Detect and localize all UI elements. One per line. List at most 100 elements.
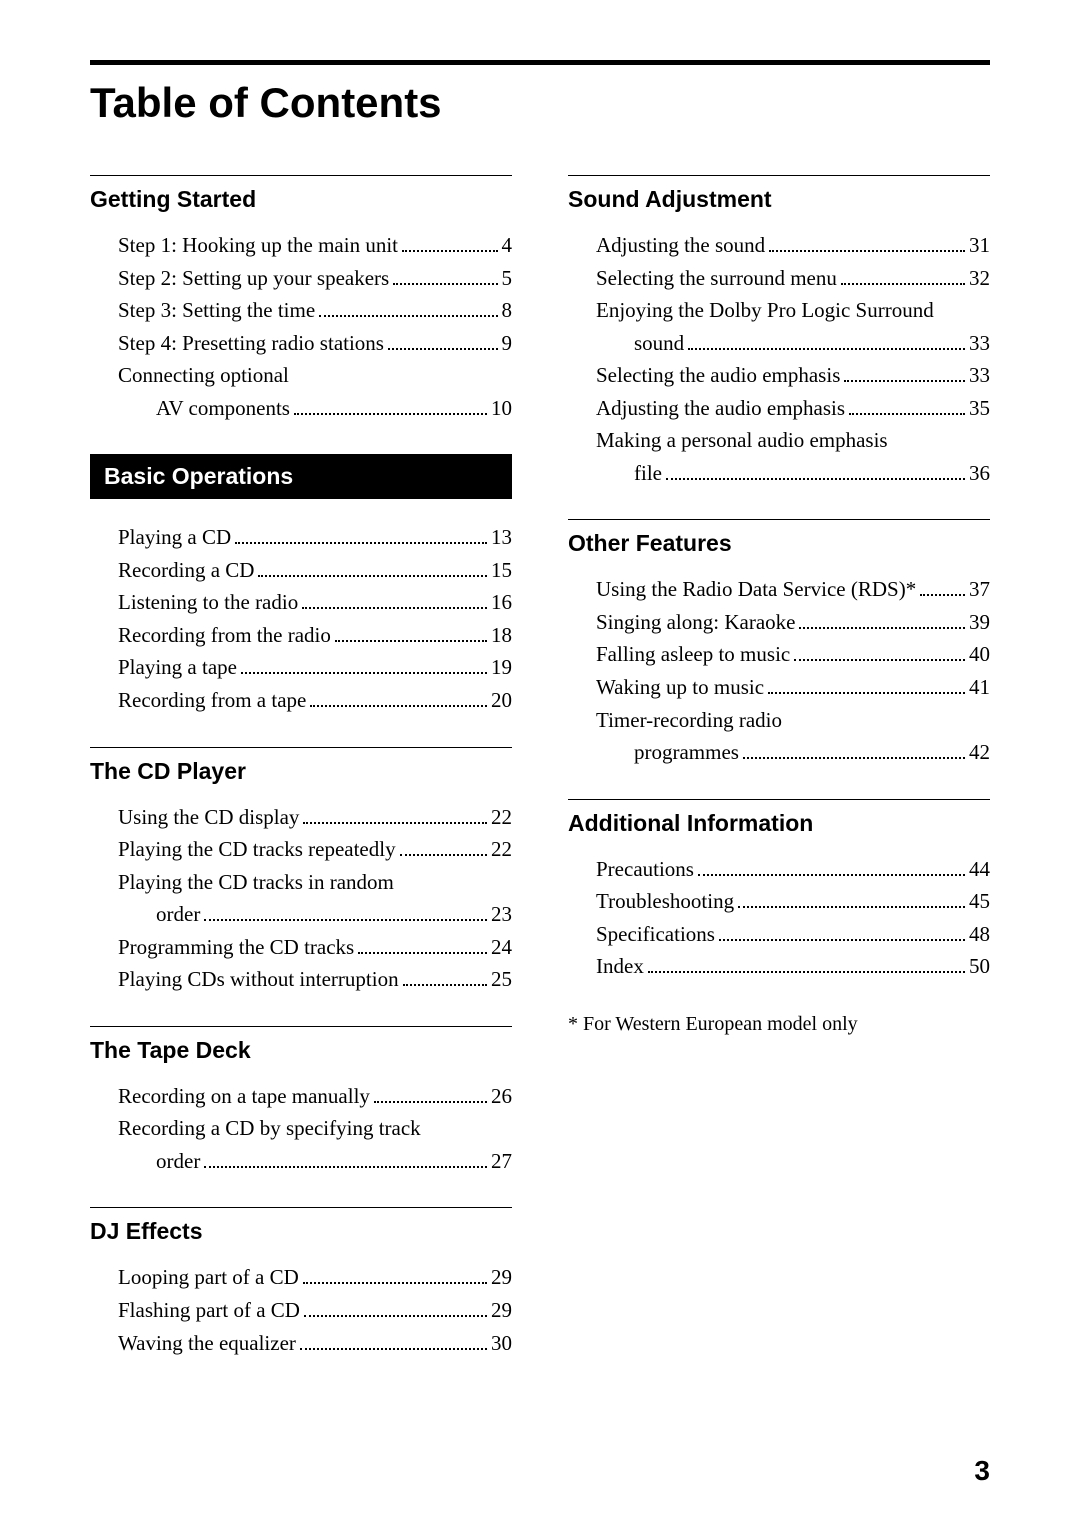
entry-label: Step 3: Setting the time [118,294,315,327]
toc-entry: Waving the equalizer30 [118,1327,512,1360]
toc-entry: AV components10 [118,392,512,425]
entry-page: 44 [969,853,990,886]
entry-page: 42 [969,736,990,769]
entry-leader-dots [335,625,487,642]
page-number: 3 [974,1455,990,1487]
entry-leader-dots [235,527,487,544]
entry-page: 45 [969,885,990,918]
toc-entry: Listening to the radio 16 [118,586,512,619]
entry-label: Timer-recording radio [596,704,782,737]
toc-section: Getting StartedStep 1: Hooking up the ma… [90,175,512,424]
entry-label: Using the CD display [118,801,299,834]
toc-entry: Step 2: Setting up your speakers5 [118,262,512,295]
toc-entry: order 23 [118,898,512,931]
entry-label: Adjusting the sound [596,229,765,262]
section-rule [90,1207,512,1208]
entry-leader-dots [319,300,497,317]
entry-label: Selecting the audio emphasis [596,359,840,392]
entry-label: Playing the CD tracks repeatedly [118,833,396,866]
entry-label: Recording from a tape [118,684,306,717]
toc-section: DJ EffectsLooping part of a CD29Flashing… [90,1207,512,1359]
toc-entry: Recording from a tape20 [118,684,512,717]
entry-page: 33 [969,359,990,392]
toc-entry: Recording a CD by specifying track [118,1112,512,1145]
entry-leader-dots [849,398,965,415]
section-rule [90,747,512,748]
toc-entry: Adjusting the audio emphasis35 [596,392,990,425]
entry-leader-dots [303,1268,487,1285]
entry-label: order [156,1145,200,1178]
entry-page: 50 [969,950,990,983]
toc-entry: Flashing part of a CD 29 [118,1294,512,1327]
top-rule [90,60,990,65]
entry-leader-dots [794,645,965,662]
entry-page: 24 [491,931,512,964]
entry-leader-dots [204,904,487,921]
toc-column: Sound AdjustmentAdjusting the sound31Sel… [568,175,990,1389]
entry-leader-dots [204,1151,487,1168]
toc-entry: Programming the CD tracks24 [118,931,512,964]
entry-label: Listening to the radio [118,586,298,619]
entry-leader-dots [688,333,965,350]
toc-entry: file36 [596,457,990,490]
toc-entry: Playing the CD tracks repeatedly22 [118,833,512,866]
toc-entry: order27 [118,1145,512,1178]
entry-label: Looping part of a CD [118,1261,299,1294]
entry-leader-dots [920,580,965,597]
section-heading: Sound Adjustment [568,186,990,213]
toc-entry: Singing along: Karaoke39 [596,606,990,639]
toc-column: Getting StartedStep 1: Hooking up the ma… [90,175,512,1389]
entry-page: 32 [969,262,990,295]
toc-entry: Falling asleep to music40 [596,638,990,671]
entry-page: 36 [969,457,990,490]
entry-leader-dots [388,333,498,350]
toc-entry: Using the Radio Data Service (RDS)*37 [596,573,990,606]
entry-label: Precautions [596,853,694,886]
entry-label: order [156,898,200,931]
entry-page: 23 [491,898,512,931]
toc-entry: Step 3: Setting the time8 [118,294,512,327]
entry-label: Waking up to music [596,671,764,704]
entry-page: 29 [491,1294,512,1327]
entry-page: 26 [491,1080,512,1113]
toc-entry: Step 4: Presetting radio stations9 [118,327,512,360]
toc-section: Basic OperationsPlaying a CD13Recording … [90,454,512,716]
entry-leader-dots [294,398,487,415]
entry-leader-dots [738,891,965,908]
entry-label: Waving the equalizer [118,1327,296,1360]
toc-columns: Getting StartedStep 1: Hooking up the ma… [90,175,990,1389]
entry-label: Recording from the radio [118,619,331,652]
toc-entry: Playing a CD13 [118,521,512,554]
entry-leader-dots [402,235,498,252]
entry-leader-dots [648,957,965,974]
entry-page: 16 [491,586,512,619]
entry-page: 35 [969,392,990,425]
entry-label: Flashing part of a CD [118,1294,300,1327]
entry-page: 15 [491,554,512,587]
section-entries: Using the Radio Data Service (RDS)*37Sin… [568,573,990,768]
entry-leader-dots [393,268,497,285]
toc-section: Other FeaturesUsing the Radio Data Servi… [568,519,990,768]
entry-leader-dots [300,1333,487,1350]
entry-label: AV components [156,392,290,425]
toc-entry: Step 1: Hooking up the main unit4 [118,229,512,262]
section-rule [568,799,990,800]
entry-label: sound [634,327,684,360]
entry-leader-dots [258,560,487,577]
entry-leader-dots [769,235,965,252]
entry-label: Using the Radio Data Service (RDS)* [596,573,916,606]
entry-leader-dots [310,690,487,707]
toc-entry: Adjusting the sound31 [596,229,990,262]
entry-label: Recording a CD by specifying track [118,1112,421,1145]
page-title: Table of Contents [90,79,990,127]
toc-section: The Tape DeckRecording on a tape manuall… [90,1026,512,1178]
entry-label: Selecting the surround menu [596,262,837,295]
entry-leader-dots [698,859,965,876]
toc-entry: Enjoying the Dolby Pro Logic Surround [596,294,990,327]
entry-label: Specifications [596,918,715,951]
entry-page: 18 [491,619,512,652]
section-entries: Precautions44Troubleshooting45Specificat… [568,853,990,983]
entry-label: Falling asleep to music [596,638,790,671]
entry-leader-dots [403,970,487,987]
entry-leader-dots [844,365,965,382]
